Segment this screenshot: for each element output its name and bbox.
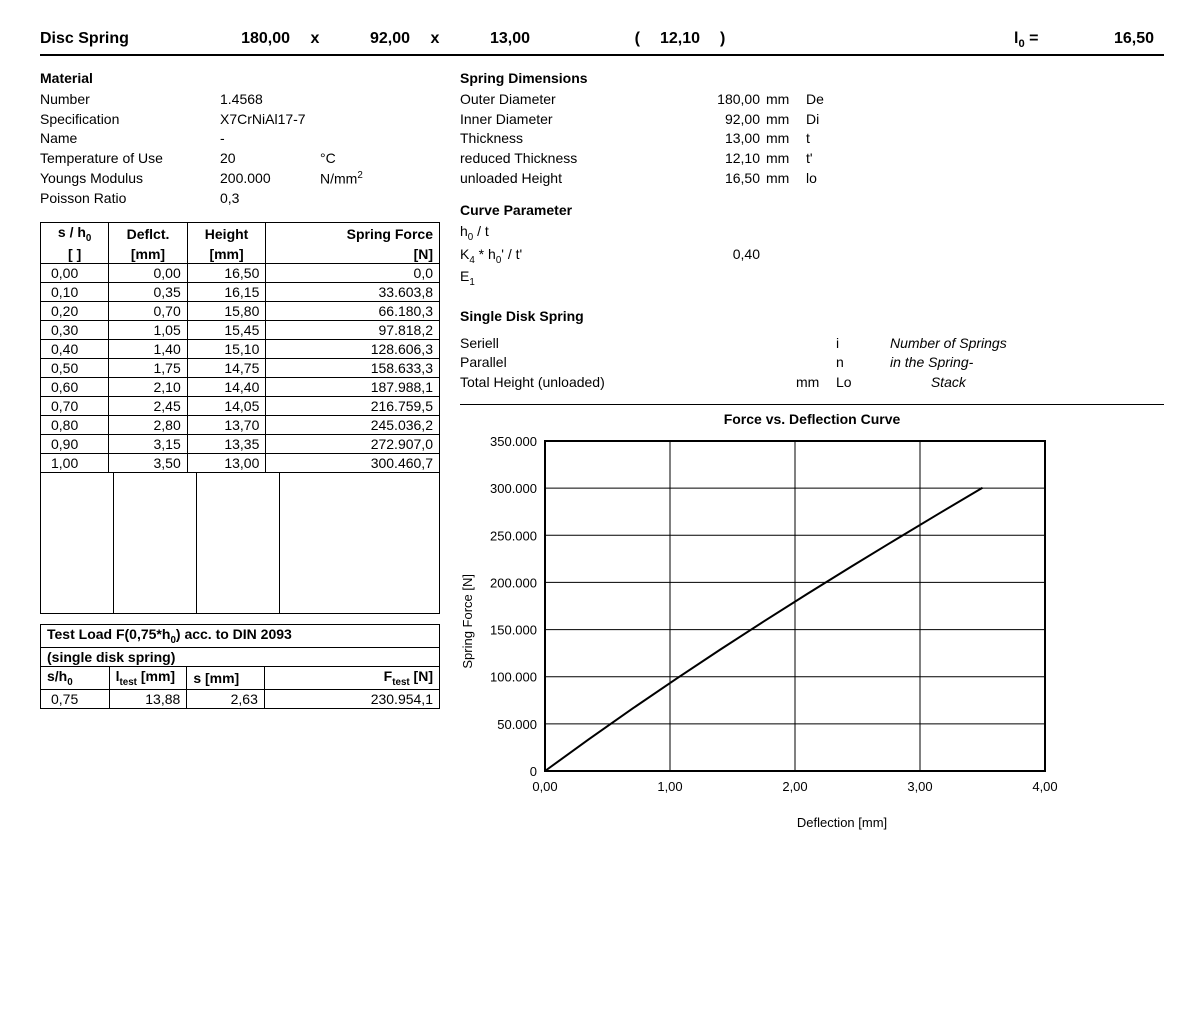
svg-text:350.000: 350.000 (490, 434, 537, 449)
dimension-row: Inner Diameter92,00mmDi (460, 110, 1164, 130)
hdr-d4: 12,10 (650, 30, 710, 48)
test-title-2: (single disk spring) (41, 648, 440, 667)
table-row: 0,903,1513,35272.907,0 (41, 435, 440, 454)
curve-param-row: E1 (460, 267, 1164, 290)
svg-text:4,00: 4,00 (1032, 779, 1057, 794)
empty-table-area (40, 473, 440, 614)
table-row: 0,100,3516,1533.603,8 (41, 283, 440, 302)
svg-text:0,00: 0,00 (532, 779, 557, 794)
force-deflection-chart: Spring Force [N] 0 50.000 100.000 150.000 20… (460, 431, 1164, 811)
svg-text:150.000: 150.000 (490, 623, 537, 638)
hdr-x2: x (420, 30, 450, 48)
svg-text:0: 0 (530, 764, 537, 779)
left-column: Material Number1.4568SpecificationX7CrNi… (40, 64, 440, 830)
deflection-table: s / h0Deflct.HeightSpring Force [ ][mm][… (40, 222, 440, 473)
header-row: Disc Spring 180,00 x 92,00 x 13,00 ( 12,… (40, 30, 1164, 56)
table-row: 0,602,1014,40187.988,1 (41, 378, 440, 397)
test-title-1: Test Load F(0,75*h0) acc. to DIN 2093 (41, 625, 440, 648)
table-row: 0,401,4015,10128.606,3 (41, 340, 440, 359)
chart-ylabel: Spring Force [N] (460, 574, 475, 669)
right-column: Spring Dimensions Outer Diameter180,00mm… (460, 64, 1164, 830)
dimension-row: reduced Thickness12,10mmt' (460, 149, 1164, 169)
material-row: Number1.4568 (40, 90, 440, 110)
curve-param-title: Curve Parameter (460, 202, 1164, 218)
material-row: Youngs Modulus200.000N/mm2 (40, 169, 440, 189)
svg-text:200.000: 200.000 (490, 576, 537, 591)
test-load-table: Test Load F(0,75*h0) acc. to DIN 2093 (s… (40, 624, 440, 709)
curve-param-row: K4 * h0' / t'0,40 (460, 245, 1164, 268)
hdr-d3: 13,00 (460, 30, 530, 48)
table-row: 0,301,0515,4597.818,2 (41, 321, 440, 340)
hdr-paren-open: ( (600, 30, 640, 48)
hdr-d1: 180,00 (220, 30, 290, 48)
dimension-row: unloaded Height16,50mmlo (460, 169, 1164, 189)
curve-param-row: h0 / t (460, 222, 1164, 245)
spring-stack-note: Number of Springs in the Spring- Stack (890, 334, 1007, 393)
svg-text:50.000: 50.000 (497, 717, 537, 732)
svg-text:3,00: 3,00 (907, 779, 932, 794)
table-row: 0,200,7015,8066.180,3 (41, 302, 440, 321)
material-row: Temperature of Use20°C (40, 149, 440, 169)
hdr-l0-label: l0 = (1014, 30, 1064, 50)
svg-text:2,00: 2,00 (782, 779, 807, 794)
chart-xlabel: Deflection [mm] (520, 815, 1164, 830)
material-row: Name- (40, 129, 440, 149)
single-spring-row: Paralleln (460, 353, 890, 373)
chart-svg: 0 50.000 100.000 150.000 200.000 250.000 300.0… (465, 431, 1075, 811)
material-row: SpecificationX7CrNiAl17-7 (40, 110, 440, 130)
svg-text:250.000: 250.000 (490, 529, 537, 544)
single-spring-title: Single Disk Spring (460, 308, 1164, 324)
table-row: 1,003,5013,00300.460,7 (41, 454, 440, 473)
hdr-d2: 92,00 (340, 30, 410, 48)
dimension-row: Thickness13,00mmt (460, 129, 1164, 149)
table-row: 0,501,7514,75158.633,3 (41, 359, 440, 378)
svg-text:1,00: 1,00 (657, 779, 682, 794)
material-row: Poisson Ratio0,3 (40, 189, 440, 209)
table-row: 0,000,0016,500,0 (41, 264, 440, 283)
single-spring-row: Serielli (460, 334, 890, 354)
chart-title: Force vs. Deflection Curve (460, 404, 1164, 427)
hdr-x1: x (300, 30, 330, 48)
svg-text:100.000: 100.000 (490, 670, 537, 685)
title: Disc Spring (40, 30, 210, 48)
table-row: 0,702,4514,05216.759,5 (41, 397, 440, 416)
single-spring-row: Total Height (unloaded)mmLo (460, 373, 890, 393)
material-title: Material (40, 70, 440, 86)
dimensions-title: Spring Dimensions (460, 70, 1164, 86)
dimension-row: Outer Diameter180,00mmDe (460, 90, 1164, 110)
hdr-paren-close: ) (720, 30, 740, 48)
hdr-l0-val: 16,50 (1074, 30, 1154, 48)
svg-text:300.000: 300.000 (490, 482, 537, 497)
table-row: 0,802,8013,70245.036,2 (41, 416, 440, 435)
